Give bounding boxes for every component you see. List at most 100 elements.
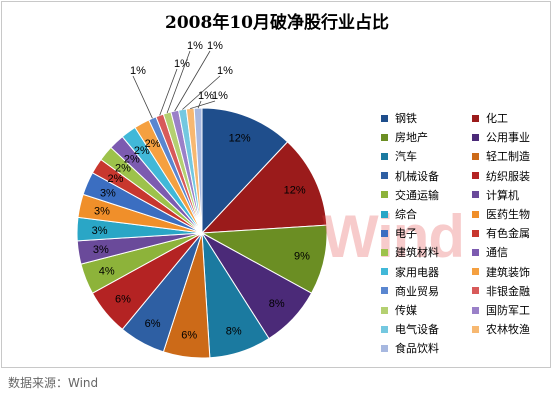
legend-swatch bbox=[472, 114, 479, 122]
legend-label: 农林牧渔 bbox=[486, 323, 530, 337]
slice-label-11: 3% bbox=[92, 225, 108, 237]
slice-label-9: 4% bbox=[99, 266, 115, 278]
slice-label-24: 1% bbox=[212, 90, 228, 102]
legend-label: 建筑材料 bbox=[395, 246, 439, 260]
legend-item: 建筑材料 bbox=[381, 243, 439, 261]
legend-label: 国防军工 bbox=[486, 304, 530, 317]
slice-label-20: 1% bbox=[174, 58, 190, 70]
legend-item: 综合 bbox=[381, 205, 417, 223]
legend-swatch bbox=[381, 172, 388, 180]
legend-label: 食品饮料 bbox=[395, 342, 439, 356]
slice-label-5: 8% bbox=[226, 326, 242, 338]
slice-label-12: 3% bbox=[94, 206, 110, 218]
legend-swatch bbox=[381, 325, 388, 333]
legend-swatch bbox=[472, 172, 479, 180]
legend-item: 化工 bbox=[472, 109, 508, 127]
leader-line-20 bbox=[159, 68, 178, 116]
legend-swatch bbox=[472, 229, 479, 237]
legend-item: 家用电器 bbox=[381, 263, 439, 281]
legend-label: 钢铁 bbox=[395, 112, 417, 125]
legend-item: 传媒 bbox=[381, 301, 417, 319]
slice-label-8: 6% bbox=[115, 293, 131, 305]
legend-label: 商业贸易 bbox=[395, 284, 439, 298]
leader-line-25 bbox=[197, 100, 202, 109]
legend-item: 交通运输 bbox=[381, 186, 439, 204]
legend-swatch bbox=[381, 344, 388, 352]
legend-label: 非银金融 bbox=[486, 284, 530, 298]
legend-label: 电子 bbox=[395, 227, 417, 241]
pie-chart: 12%12%9%8%8%6%6%6%4%3%3%3%3%2%2%2%2%2%1%… bbox=[76, 40, 328, 359]
slice-label-10: 3% bbox=[93, 244, 109, 256]
legend-swatch bbox=[472, 268, 479, 276]
legend-swatch bbox=[472, 306, 479, 314]
legend-label: 公用事业 bbox=[486, 131, 530, 145]
legend-swatch bbox=[381, 287, 388, 295]
slice-label-4: 8% bbox=[269, 298, 285, 310]
slice-label-21: 1% bbox=[187, 40, 203, 52]
slice-label-3: 9% bbox=[294, 250, 310, 262]
legend-label: 汽车 bbox=[395, 150, 417, 164]
legend-item: 电气设备 bbox=[381, 320, 439, 338]
legend-label: 传媒 bbox=[395, 304, 417, 317]
legend-item: 国防军工 bbox=[472, 301, 530, 319]
legend-label: 纺织服装 bbox=[486, 169, 530, 183]
legend-label: 有色金属 bbox=[486, 227, 530, 241]
legend-item: 房地产 bbox=[381, 128, 428, 146]
wind-watermark: Wind bbox=[322, 203, 465, 270]
legend-label: 综合 bbox=[395, 208, 417, 221]
slice-label-19: 1% bbox=[130, 65, 146, 77]
legend-swatch bbox=[472, 287, 479, 295]
legend-item: 公用事业 bbox=[472, 128, 530, 146]
source-note: 数据来源：Wind bbox=[8, 376, 99, 390]
pie-slice-2 bbox=[200, 141, 328, 234]
leader-line-23 bbox=[182, 75, 221, 110]
legend-label: 化工 bbox=[486, 112, 508, 125]
legend-item: 商业贸易 bbox=[381, 282, 439, 300]
legend-label: 交通运输 bbox=[395, 188, 439, 202]
legend-swatch bbox=[472, 152, 479, 160]
slice-label-18: 2% bbox=[145, 138, 161, 150]
pie-slice-1 bbox=[201, 107, 289, 235]
legend-label: 通信 bbox=[486, 246, 508, 260]
legend-item: 电子 bbox=[381, 224, 417, 242]
legend-swatch bbox=[472, 325, 479, 333]
legend-item: 计算机 bbox=[472, 186, 519, 204]
legend-item: 非银金融 bbox=[472, 282, 530, 300]
legend-swatch bbox=[472, 191, 479, 199]
leader-line-24 bbox=[190, 100, 216, 109]
slice-label-23: 1% bbox=[217, 65, 233, 77]
legend-item: 通信 bbox=[472, 243, 508, 261]
legend-item: 食品饮料 bbox=[381, 339, 439, 357]
slice-label-25: 1% bbox=[198, 90, 214, 102]
legend-item: 有色金属 bbox=[472, 224, 530, 242]
leader-line-22 bbox=[174, 50, 211, 112]
legend-label: 电气设备 bbox=[395, 323, 439, 337]
legend-label: 建筑装饰 bbox=[486, 265, 530, 279]
legend-label: 医药生物 bbox=[486, 208, 530, 221]
slice-label-17: 2% bbox=[134, 145, 150, 157]
slice-label-22: 1% bbox=[207, 40, 223, 52]
legend-swatch bbox=[381, 229, 388, 237]
legend-item: 医药生物 bbox=[472, 205, 530, 223]
legend-swatch bbox=[381, 210, 388, 218]
legend-label: 房地产 bbox=[395, 131, 428, 145]
slice-label-2: 12% bbox=[284, 184, 306, 196]
legend-swatch bbox=[381, 191, 388, 199]
legend-label: 计算机 bbox=[486, 188, 519, 202]
slice-label-14: 2% bbox=[108, 173, 124, 185]
legend-item: 钢铁 bbox=[381, 109, 417, 127]
legend-label: 轻工制造 bbox=[486, 150, 530, 164]
chart-frame: 2008年10月破净股行业占比 12% 12% 9% 8% 8% 6% 6% 6% 4% 3% 3%… bbox=[1, 1, 551, 368]
legend-swatch bbox=[381, 306, 388, 314]
legend-swatch bbox=[381, 114, 388, 122]
legend-swatch bbox=[472, 248, 479, 256]
chart-title: 2008年10月破净股行业占比 bbox=[165, 13, 389, 33]
legend-swatch bbox=[472, 133, 479, 141]
legend-swatch bbox=[381, 268, 388, 276]
slice-label-16: 2% bbox=[124, 153, 140, 165]
legend-item: 纺织服装 bbox=[472, 167, 530, 185]
legend-item: 轻工制造 bbox=[472, 147, 530, 165]
legend-swatch bbox=[381, 248, 388, 256]
legend-label: 家用电器 bbox=[395, 265, 439, 279]
slice-label-1: 12% bbox=[229, 133, 251, 145]
